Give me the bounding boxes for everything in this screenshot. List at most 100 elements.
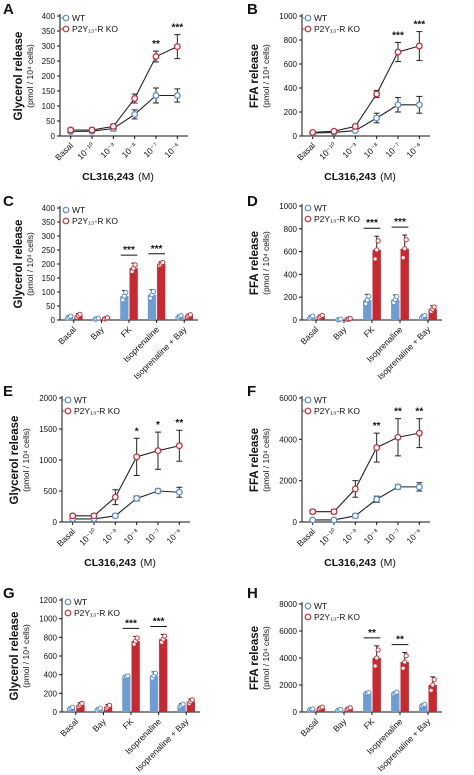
x-axis-title: CL316,243 (M) bbox=[324, 557, 396, 569]
legend-label-ko: P2Y₁₃-R KO bbox=[314, 612, 360, 622]
x-tick-label: 10⁻⁹ bbox=[340, 140, 360, 160]
panel-letter: H bbox=[247, 585, 258, 602]
data-point-ko bbox=[173, 43, 181, 51]
x-tick-label: Basal bbox=[298, 324, 320, 346]
replicate-point-ko bbox=[77, 311, 83, 317]
bar-ko bbox=[129, 268, 138, 320]
legend-label-wt: WT bbox=[74, 597, 87, 607]
x-tick-label: 10⁻¹⁰ bbox=[317, 140, 339, 162]
x-tick-label: 10⁻⁸ bbox=[120, 140, 140, 160]
x-tick-label: 10⁻⁹ bbox=[98, 140, 118, 160]
data-point-wt bbox=[131, 110, 139, 118]
y-axis-subtitle: (pmol / 10⁴ cells) bbox=[21, 624, 31, 688]
y-axis-subtitle: (pmol / 10⁴ cells) bbox=[261, 626, 271, 690]
replicate-point-ko bbox=[375, 647, 381, 653]
legend-marker-wt bbox=[62, 206, 70, 214]
data-point-wt bbox=[154, 487, 162, 495]
y-tick-label: 250 bbox=[42, 57, 56, 66]
bar-wt bbox=[391, 693, 400, 712]
significance-label: ** bbox=[396, 635, 404, 646]
replicate-point-ko bbox=[430, 682, 436, 688]
legend-marker-wt bbox=[304, 14, 312, 22]
replicate-point-wt bbox=[125, 673, 131, 679]
x-tick-label: Basal bbox=[53, 140, 75, 162]
panel-letter: D bbox=[247, 193, 258, 210]
significance-label: * bbox=[156, 420, 160, 431]
data-point-ko bbox=[154, 447, 162, 455]
legend-marker-ko bbox=[64, 407, 72, 415]
legend-label-wt: WT bbox=[72, 205, 85, 215]
bar-wt bbox=[363, 300, 372, 320]
data-point-ko bbox=[351, 122, 359, 130]
chart-panel-d: D 0 200 400 600 800 1000 FFA release (pmol / 10⁴… bbox=[247, 193, 442, 381]
replicate-point-ko bbox=[403, 237, 409, 243]
legend-label-wt: WT bbox=[314, 395, 327, 405]
y-tick-label: 2000 bbox=[279, 681, 297, 690]
chart-panel-c: C 0 50 100 150 200 250 300 350 400 Glycerol releas… bbox=[3, 193, 198, 381]
y-tick-label: 400 bbox=[44, 671, 58, 680]
significance-label: ** bbox=[152, 39, 160, 50]
data-point-ko bbox=[330, 508, 338, 516]
data-point-ko bbox=[309, 128, 317, 136]
y-tick-label: 1000 bbox=[39, 456, 57, 465]
x-axis-title: CL316,243 (M) bbox=[82, 171, 154, 183]
replicate-point-ko bbox=[347, 315, 353, 322]
series-line-ko bbox=[312, 45, 420, 133]
data-point-ko bbox=[175, 442, 183, 450]
y-tick-label: 400 bbox=[284, 270, 298, 279]
bar-wt bbox=[122, 676, 131, 712]
x-tick-label: 10⁻⁶ bbox=[164, 526, 183, 545]
significance-label: ** bbox=[415, 407, 423, 418]
data-point-wt bbox=[152, 92, 160, 99]
legend-marker-wt bbox=[64, 598, 72, 606]
x-tick-label: 10⁻¹⁰ bbox=[75, 140, 97, 162]
panel-letter: C bbox=[3, 193, 14, 210]
legend-marker-wt bbox=[304, 602, 312, 610]
data-point-ko bbox=[90, 512, 98, 520]
x-tick-label: Isoprenaline + Bay bbox=[132, 324, 190, 382]
y-axis-subtitle: (pmol / 10⁴ cells) bbox=[25, 44, 35, 108]
legend-marker-ko bbox=[304, 407, 312, 415]
x-tick-label: Basal bbox=[298, 716, 320, 738]
y-tick-label: 4000 bbox=[279, 435, 297, 444]
y-tick-label: 1000 bbox=[39, 615, 57, 624]
significance-label: *** bbox=[123, 245, 135, 256]
y-tick-label: 50 bbox=[46, 117, 55, 126]
x-tick-label: Bay bbox=[331, 716, 349, 734]
y-axis-title: FFA release bbox=[249, 428, 261, 492]
y-axis-title: Glycerol release bbox=[13, 32, 25, 121]
legend-marker-wt bbox=[304, 396, 312, 404]
y-tick-label: 0 bbox=[293, 132, 298, 141]
x-tick-label: 10⁻⁹ bbox=[340, 526, 360, 546]
legend-marker-wt bbox=[64, 396, 72, 404]
replicate-point-wt bbox=[70, 704, 76, 710]
x-axis-title-main: CL316,243 bbox=[324, 171, 376, 183]
y-tick-label: 200 bbox=[284, 108, 298, 117]
data-point-wt bbox=[373, 114, 381, 122]
replicate-point-ko bbox=[106, 702, 113, 708]
legend-label-wt: WT bbox=[314, 13, 327, 23]
replicate-point-ko bbox=[431, 304, 437, 310]
bar-ko bbox=[372, 249, 381, 320]
x-axis-title: CL316,243 (M) bbox=[84, 557, 156, 569]
replicate-point-ko bbox=[375, 238, 381, 244]
y-tick-label: 600 bbox=[44, 652, 58, 661]
y-axis-subtitle: (pmol / 10⁴ cells) bbox=[25, 232, 35, 296]
legend-label-wt: WT bbox=[314, 601, 327, 611]
y-tick-label: 0 bbox=[53, 518, 58, 527]
panel-letter: E bbox=[3, 383, 13, 400]
chart-panel-a: A 0 50 100 150 200 250 300 350 400 Glycerol releas… bbox=[3, 1, 188, 183]
legend-label-wt: WT bbox=[72, 13, 85, 23]
replicate-point-ko bbox=[189, 697, 195, 703]
x-tick-label: 10⁻¹⁰ bbox=[77, 526, 99, 548]
x-tick-label: Isoprenaline + Bay bbox=[375, 324, 433, 382]
y-tick-label: 0 bbox=[293, 316, 298, 325]
y-tick-label: 0 bbox=[293, 518, 298, 527]
replicate-point-ko bbox=[372, 256, 378, 262]
replicate-point-wt bbox=[366, 690, 372, 696]
significance-label: ** bbox=[394, 407, 402, 418]
series-line-wt bbox=[70, 94, 178, 133]
series-line-wt bbox=[312, 486, 420, 521]
x-tick-label: Basal bbox=[56, 324, 78, 346]
